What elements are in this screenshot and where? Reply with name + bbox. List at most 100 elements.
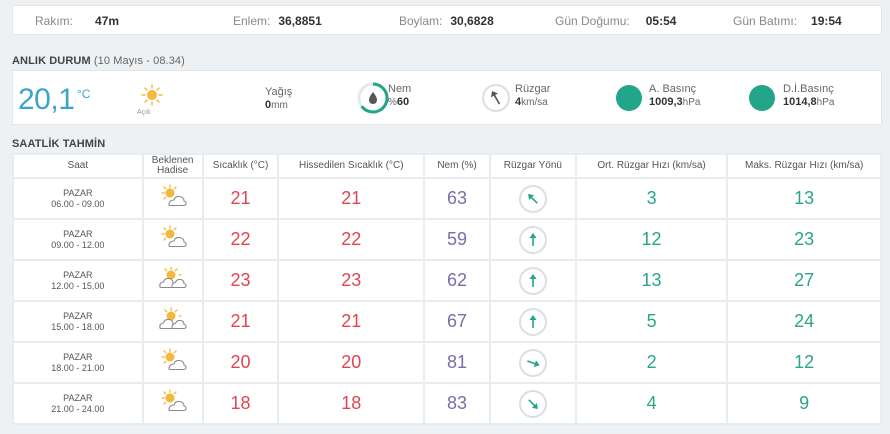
table-row: PAZAR 06.00 - 09.00 21 21 63 3 13 xyxy=(12,177,882,220)
humidity-gauge-icon xyxy=(356,81,390,120)
pressure-label: A. Basınç xyxy=(649,83,697,95)
wind-direction-icon xyxy=(481,83,511,118)
header-temp: Sıcaklık (°C) xyxy=(201,153,280,179)
row-event xyxy=(141,218,204,261)
row-time: PAZAR 15.00 - 18.00 xyxy=(12,300,144,343)
row-wind-direction xyxy=(488,341,577,384)
header-wind-avg: Ort. Rüzgar Hızı (km/sa) xyxy=(574,153,729,179)
row-feels: 20 xyxy=(277,341,426,384)
row-temp: 18 xyxy=(201,382,280,425)
row-humidity: 67 xyxy=(423,300,491,343)
row-humidity: 59 xyxy=(423,218,491,261)
altitude-label: Rakım: xyxy=(35,14,74,28)
rain-stat: Yağış 0mm xyxy=(265,86,292,112)
altitude: Rakım: 47m xyxy=(35,6,119,36)
altitude-value: 47m xyxy=(95,14,120,28)
hourly-title: SAATLİK TAHMİN xyxy=(12,138,106,150)
sunrise-value: 05:54 xyxy=(645,14,677,28)
wind-arrow-icon xyxy=(518,348,547,377)
wind-arrow-icon xyxy=(518,266,547,295)
wind-stat: Rüzgar 4km/sa xyxy=(515,83,550,109)
sea-pressure-stat: D.İ.Basınç 1014,8hPa xyxy=(783,83,834,109)
sunrise: Gün Doğumu: 05:54 xyxy=(555,6,676,36)
row-humidity: 83 xyxy=(423,382,491,425)
pressure-circle-icon xyxy=(616,85,642,111)
sunset-value: 19:54 xyxy=(811,14,842,28)
row-wind-direction xyxy=(488,300,577,343)
row-time: PAZAR 06.00 - 09.00 xyxy=(12,177,144,220)
row-range: 18.00 - 21.00 xyxy=(51,362,105,373)
table-header-row: Saat Beklenen Hadise Sıcaklık (°C) Hisse… xyxy=(12,153,882,179)
hourly-forecast-table: Saat Beklenen Hadise Sıcaklık (°C) Hisse… xyxy=(12,153,882,425)
rain-unit: mm xyxy=(271,100,288,111)
row-feels: 18 xyxy=(277,382,426,425)
row-event xyxy=(141,382,204,425)
row-wind-avg: 3 xyxy=(574,177,729,220)
header-event: Beklenen Hadise xyxy=(141,153,204,179)
rain-label: Yağış xyxy=(265,86,293,98)
row-feels: 23 xyxy=(277,259,426,302)
wind-unit: km/sa xyxy=(521,97,548,108)
row-event xyxy=(141,341,204,384)
pressure-stat: A. Basınç 1009,3hPa xyxy=(649,83,700,109)
current-conditions: 20,1 °C Açık Yağış 0mm Nem %60 xyxy=(12,70,882,125)
sea-pressure-value: 1014,8 xyxy=(783,96,817,108)
sea-pressure-circle-icon xyxy=(749,85,775,111)
wind-label: Rüzgar xyxy=(515,83,551,95)
row-day: PAZAR xyxy=(63,269,93,280)
row-time: PAZAR 21.00 - 24.00 xyxy=(12,382,144,425)
row-temp: 22 xyxy=(201,218,280,261)
current-description: Açık xyxy=(137,109,151,116)
row-feels: 21 xyxy=(277,177,426,220)
header-wind-direction: Rüzgar Yönü xyxy=(488,153,577,179)
partly-cloudy-icon xyxy=(159,389,187,417)
header-event-line2: Hadise xyxy=(157,165,189,176)
row-wind-avg: 12 xyxy=(574,218,729,261)
temperature-unit: °C xyxy=(77,87,91,101)
row-wind-max: 24 xyxy=(726,300,882,343)
longitude-value: 30,6828 xyxy=(450,14,494,28)
wind-value: 4 xyxy=(515,96,522,108)
partly-cloudy-icon xyxy=(159,184,187,212)
cloudy-sun-icon xyxy=(158,307,188,335)
row-time: PAZAR 09.00 - 12.00 xyxy=(12,218,144,261)
wind-arrow-icon xyxy=(518,225,547,254)
row-range: 06.00 - 09.00 xyxy=(51,198,105,209)
row-range: 09.00 - 12.00 xyxy=(51,239,105,250)
row-wind-direction xyxy=(488,259,577,302)
latitude: Enlem: 36,8851 xyxy=(233,6,322,36)
sunset-label: Gün Batımı: xyxy=(733,14,798,28)
row-wind-direction xyxy=(488,218,577,261)
header-event-line1: Beklenen xyxy=(151,155,194,166)
row-day: PAZAR xyxy=(63,187,93,198)
row-range: 12.00 - 15.00 xyxy=(51,280,105,291)
humidity-label: Nem xyxy=(388,83,412,95)
row-wind-max: 9 xyxy=(726,382,882,425)
longitude-label: Boylam: xyxy=(399,14,443,28)
row-day: PAZAR xyxy=(63,351,93,362)
row-time: PAZAR 12.00 - 15.00 xyxy=(12,259,144,302)
row-humidity: 63 xyxy=(423,177,491,220)
row-day: PAZAR xyxy=(63,228,93,239)
row-wind-avg: 2 xyxy=(574,341,729,384)
row-time: PAZAR 18.00 - 21.00 xyxy=(12,341,144,384)
latitude-value: 36,8851 xyxy=(278,14,322,28)
table-row: PAZAR 18.00 - 21.00 20 20 81 2 12 xyxy=(12,341,882,384)
row-temp: 23 xyxy=(201,259,280,302)
sunrise-label: Gün Doğumu: xyxy=(555,14,630,28)
partly-cloudy-icon xyxy=(159,348,187,376)
header-feels: Hissedilen Sıcaklık (°C) xyxy=(277,153,426,179)
humidity-value: 60 xyxy=(396,96,410,108)
pressure-unit: hPa xyxy=(682,97,701,108)
row-temp: 20 xyxy=(201,341,280,384)
row-wind-avg: 13 xyxy=(574,259,729,302)
row-range: 15.00 - 18.00 xyxy=(51,321,105,332)
row-humidity: 81 xyxy=(423,341,491,384)
row-wind-avg: 5 xyxy=(574,300,729,343)
location-info-bar: Rakım: 47m Enlem: 36,8851 Boylam: 30,682… xyxy=(12,5,882,35)
partly-cloudy-icon xyxy=(159,225,187,253)
table-row: PAZAR 21.00 - 24.00 18 18 83 4 9 xyxy=(12,382,882,425)
current-title-text: ANLIK DURUM xyxy=(12,55,91,67)
header-wind-max: Maks. Rüzgar Hızı (km/sa) xyxy=(726,153,882,179)
table-row: PAZAR 09.00 - 12.00 22 22 59 12 23 xyxy=(12,218,882,261)
